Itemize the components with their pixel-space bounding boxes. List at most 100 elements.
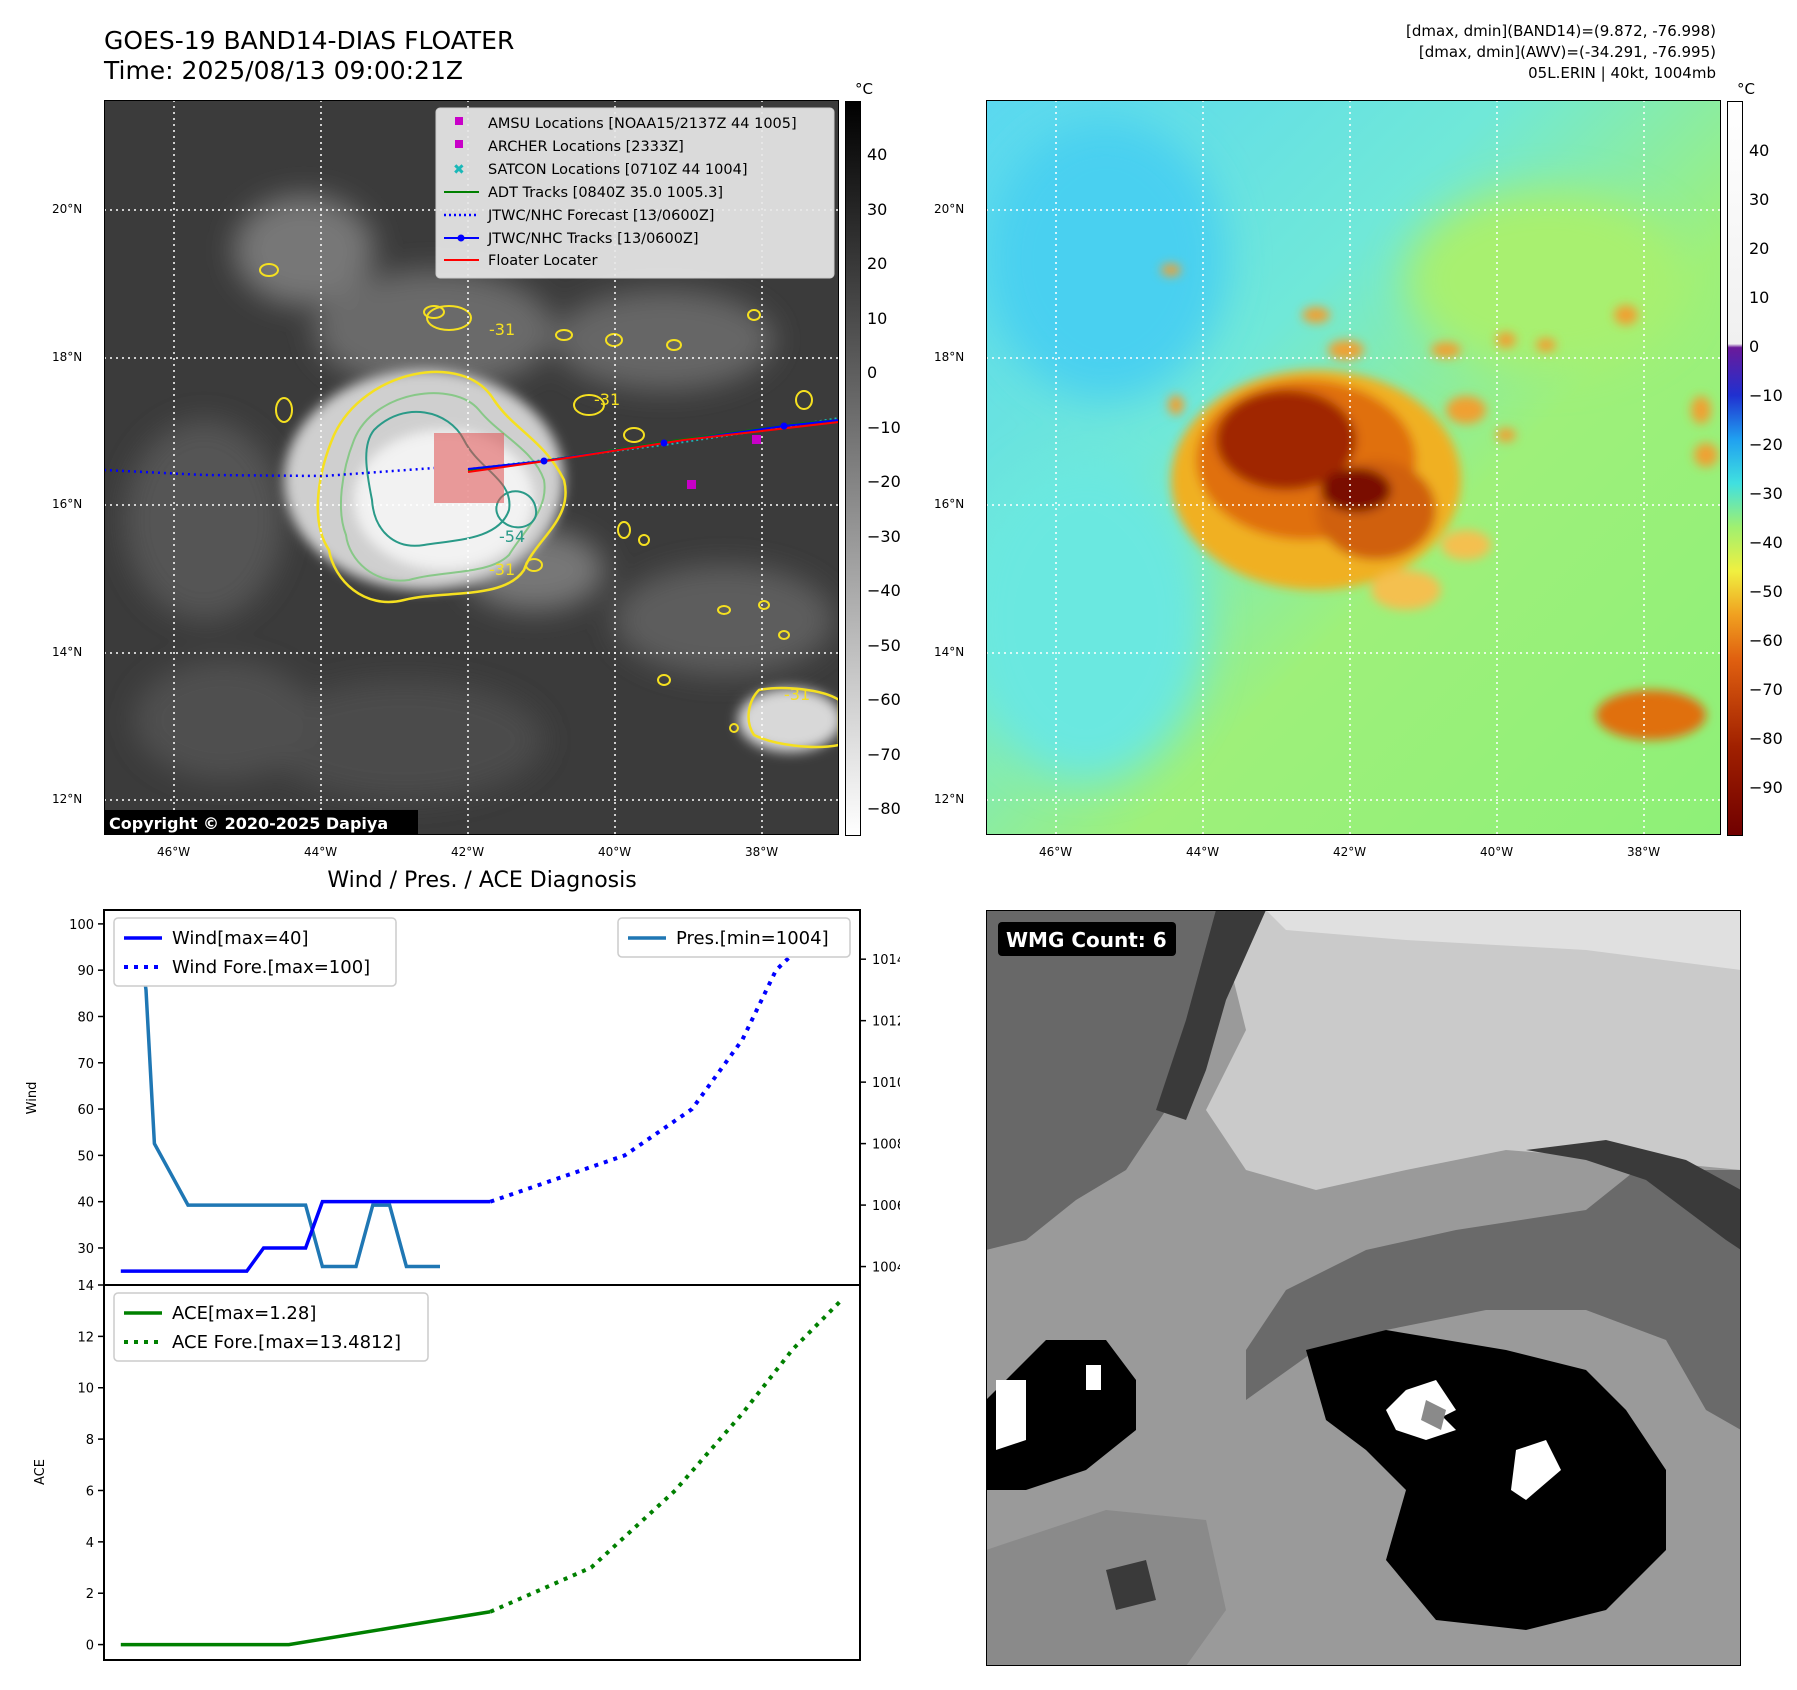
series-0-0 bbox=[120, 1199, 491, 1273]
svg-text:-31: -31 bbox=[489, 320, 515, 339]
y-tick-label: 90 bbox=[77, 964, 94, 979]
legend-label: Wind Fore.[max=100] bbox=[172, 957, 370, 978]
colorbar-right-tick: 10 bbox=[1749, 288, 1770, 307]
figure-time: Time: 2025/08/13 09:00:21Z bbox=[104, 56, 463, 85]
awv-lon-46: 46°W bbox=[1039, 845, 1073, 859]
figure-title: GOES-19 BAND14-DIAS FLOATER bbox=[104, 26, 515, 55]
colorbar-right-tick: −50 bbox=[1749, 582, 1783, 601]
colorbar-right-unit: °C bbox=[1737, 80, 1755, 98]
colorbar-left-unit: °C bbox=[855, 80, 873, 98]
lat-label-18: 18°N bbox=[52, 350, 83, 364]
small-contours bbox=[259, 263, 813, 733]
colorbar-right-tick: −40 bbox=[1749, 533, 1783, 552]
legend-archer: ARCHER Locations [2333Z] bbox=[488, 139, 684, 155]
colorbar-left-tick: −20 bbox=[867, 472, 901, 491]
legend-nhc-tracks: JTWC/NHC Tracks [13/0600Z] bbox=[487, 231, 699, 247]
awv-lon-44: 44°W bbox=[1186, 845, 1220, 859]
y-tick-label: 1006 bbox=[872, 1199, 900, 1214]
series-1-0 bbox=[120, 926, 440, 1269]
y-tick-label: 1014 bbox=[872, 953, 900, 968]
colorbar-right-tick: −20 bbox=[1749, 435, 1783, 454]
series-2-1 bbox=[489, 1296, 845, 1614]
nhc-track-points bbox=[540, 422, 788, 465]
y-tick-label: 1008 bbox=[872, 1138, 900, 1153]
floater-track bbox=[467, 421, 839, 473]
lon-label-44: 44°W bbox=[304, 845, 338, 859]
colorbar-right-tick: 40 bbox=[1749, 141, 1770, 160]
y-tick-label: 4 bbox=[86, 1536, 94, 1551]
y-tick-label: 70 bbox=[77, 1057, 94, 1072]
wmg-panel: WMG Count: 6 bbox=[986, 910, 1741, 1666]
legend-box bbox=[113, 917, 397, 987]
y-tick-label: 100 bbox=[69, 918, 94, 933]
legend-satcon: SATCON Locations [0710Z 44 1004] bbox=[488, 162, 747, 178]
colorbar-left bbox=[845, 101, 861, 836]
y-tick-label: 8 bbox=[86, 1433, 94, 1448]
amsu-marker bbox=[752, 435, 761, 444]
lon-label-42: 42°W bbox=[451, 845, 485, 859]
colorbar-right-tick: 20 bbox=[1749, 239, 1770, 258]
y-tick-label: 12 bbox=[77, 1330, 94, 1345]
awv-storm bbox=[1171, 370, 1706, 740]
colorbar-left-tick: 30 bbox=[867, 199, 888, 219]
colorbar-right-tick: −10 bbox=[1749, 386, 1783, 405]
y-tick-label: 60 bbox=[77, 1103, 94, 1118]
awv-lon-40: 40°W bbox=[1480, 845, 1514, 859]
awv-lat-20: 20°N bbox=[934, 202, 965, 216]
lon-label-40: 40°W bbox=[598, 845, 632, 859]
diag-title: Wind / Pres. / ACE Diagnosis bbox=[327, 868, 637, 893]
legend-label: Wind[max=40] bbox=[172, 928, 309, 949]
legend-box bbox=[113, 1292, 429, 1362]
awv-map bbox=[986, 100, 1721, 835]
legend-label: Pres.[min=1004] bbox=[676, 928, 829, 949]
contour-labels: -31 -31 -31 -31 bbox=[489, 320, 810, 704]
legend-floater: Floater Locater bbox=[488, 253, 597, 269]
y-tick-label: 6 bbox=[86, 1484, 94, 1499]
awv-lat-12: 12°N bbox=[934, 792, 965, 806]
y-tick-label: 2 bbox=[86, 1587, 94, 1602]
y-tick-label: 1012 bbox=[872, 1015, 900, 1030]
colorbar-left-tick: −70 bbox=[867, 744, 901, 764]
colorbar-left-tick: 20 bbox=[867, 254, 888, 273]
lat-label-12: 12°N bbox=[52, 792, 83, 806]
awv-lat-14: 14°N bbox=[934, 645, 965, 659]
map-legend: AMSU Locations [NOAA15/2137Z 44 1005] AR… bbox=[435, 107, 835, 279]
storm-info: 05L.ERIN | 40kt, 1004mb bbox=[1528, 64, 1716, 82]
legend-forecast: JTWC/NHC Forecast [13/0600Z] bbox=[487, 208, 714, 224]
colorbar-right-tick: −70 bbox=[1749, 680, 1783, 699]
lat-label-20: 20°N bbox=[52, 202, 83, 216]
svg-text:-31: -31 bbox=[489, 560, 515, 579]
awv-lat-16: 16°N bbox=[934, 497, 965, 511]
diagnosis-chart: 1009080706050403010141012101010081006100… bbox=[25, 909, 900, 1661]
colorbar-right bbox=[1727, 101, 1743, 836]
colorbar-left-tick: 40 bbox=[867, 145, 888, 164]
series-0-1 bbox=[489, 922, 844, 1204]
colorbar-left-tick: −30 bbox=[867, 526, 901, 546]
colorbar-left-tick: −50 bbox=[867, 635, 901, 655]
y-tick-label: 1004 bbox=[872, 1261, 900, 1276]
contour-teal bbox=[365, 410, 511, 547]
series-2-0 bbox=[120, 1609, 491, 1647]
colorbar-left-tick: −10 bbox=[867, 417, 901, 437]
copyright: Copyright © 2020-2025 Dapiya bbox=[109, 814, 388, 833]
legend-box bbox=[617, 917, 851, 958]
y-tick-label: 14 bbox=[77, 1279, 94, 1294]
y-tick-label: 80 bbox=[77, 1010, 94, 1025]
stats-awv: [dmax, dmin](AWV)=(-34.291, -76.995) bbox=[1418, 43, 1716, 61]
lon-label-46: 46°W bbox=[157, 845, 191, 859]
y-tick-label: 50 bbox=[77, 1149, 94, 1164]
archer-marker bbox=[687, 480, 696, 489]
y-tick-label: 30 bbox=[77, 1242, 94, 1257]
ace-ylabel: ACE bbox=[33, 1459, 48, 1485]
awv-gridlines bbox=[986, 100, 1721, 835]
colorbar-right-tick: −90 bbox=[1749, 778, 1783, 797]
contour-green bbox=[340, 392, 546, 582]
colorbar-left-tick: −60 bbox=[867, 690, 901, 709]
colorbar-right-tick: −80 bbox=[1749, 729, 1783, 748]
lat-label-16: 16°N bbox=[52, 497, 83, 511]
svg-text:-31: -31 bbox=[784, 685, 810, 704]
ir-map: -31 -31 -31 -31 -54 AMSU Locations [NOAA… bbox=[104, 100, 839, 835]
colorbar-left-tick: −40 bbox=[867, 581, 901, 600]
legend-adt: ADT Tracks [0840Z 35.0 1005.3] bbox=[488, 185, 723, 201]
y-tick-label: 1010 bbox=[872, 1076, 900, 1091]
